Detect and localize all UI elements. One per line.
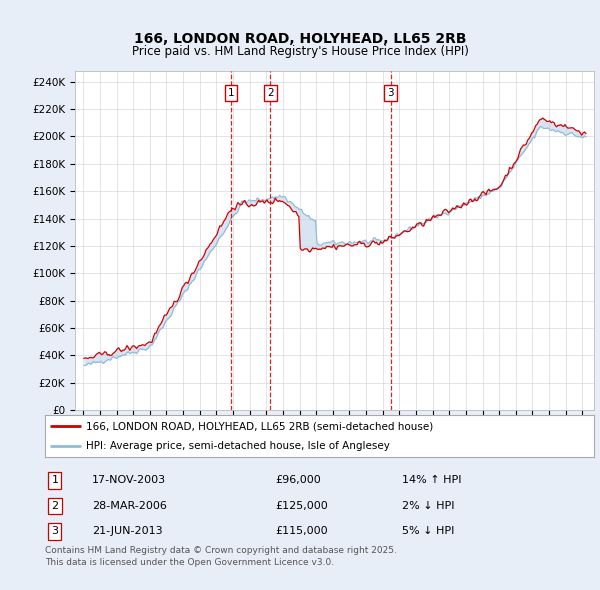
Text: 2: 2: [267, 88, 274, 98]
Text: £115,000: £115,000: [275, 526, 328, 536]
Text: 5% ↓ HPI: 5% ↓ HPI: [402, 526, 454, 536]
Text: 21-JUN-2013: 21-JUN-2013: [92, 526, 162, 536]
Text: 17-NOV-2003: 17-NOV-2003: [92, 476, 166, 486]
Text: 28-MAR-2006: 28-MAR-2006: [92, 501, 167, 511]
Text: 166, LONDON ROAD, HOLYHEAD, LL65 2RB: 166, LONDON ROAD, HOLYHEAD, LL65 2RB: [134, 32, 466, 47]
Text: £96,000: £96,000: [275, 476, 322, 486]
Text: This data is licensed under the Open Government Licence v3.0.: This data is licensed under the Open Gov…: [45, 558, 334, 567]
Text: 1: 1: [52, 476, 58, 486]
Text: Contains HM Land Registry data © Crown copyright and database right 2025.: Contains HM Land Registry data © Crown c…: [45, 546, 397, 555]
Text: 14% ↑ HPI: 14% ↑ HPI: [402, 476, 461, 486]
Text: 1: 1: [228, 88, 235, 98]
Text: HPI: Average price, semi-detached house, Isle of Anglesey: HPI: Average price, semi-detached house,…: [86, 441, 390, 451]
Text: 2% ↓ HPI: 2% ↓ HPI: [402, 501, 454, 511]
Text: 166, LONDON ROAD, HOLYHEAD, LL65 2RB (semi-detached house): 166, LONDON ROAD, HOLYHEAD, LL65 2RB (se…: [86, 421, 433, 431]
Text: 3: 3: [387, 88, 394, 98]
Text: £125,000: £125,000: [275, 501, 328, 511]
Text: 2: 2: [52, 501, 58, 511]
Text: 3: 3: [52, 526, 58, 536]
Text: Price paid vs. HM Land Registry's House Price Index (HPI): Price paid vs. HM Land Registry's House …: [131, 45, 469, 58]
